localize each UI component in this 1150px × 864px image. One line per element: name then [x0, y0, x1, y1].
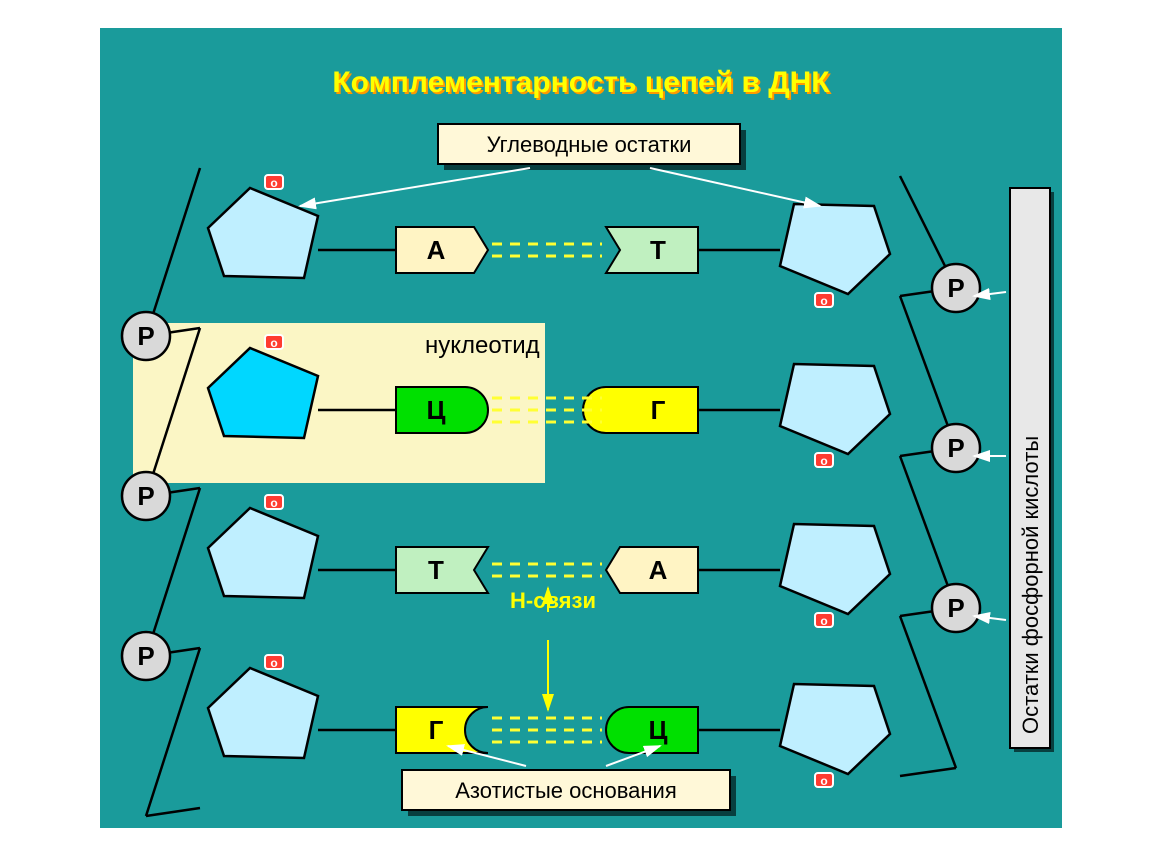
label-carbohydrate-text: Углеводные остатки — [487, 132, 692, 157]
oxygen-label: o — [270, 176, 277, 190]
phosphate-label: P — [137, 321, 154, 351]
diagram-stage: Комплементарность цепей в ДНККомплемента… — [100, 28, 1062, 828]
h-bond-label: Н-связи — [510, 588, 596, 613]
oxygen-label: o — [270, 656, 277, 670]
label-bases-text: Азотистые основания — [455, 778, 677, 803]
base-left-label: Т — [428, 555, 444, 585]
nucleotide-label: нуклеотид — [425, 332, 540, 359]
oxygen-label: o — [270, 336, 277, 350]
phosphate-label: P — [947, 433, 964, 463]
base-right-label: А — [649, 555, 668, 585]
title: Комплементарность цепей в ДНК — [332, 66, 830, 99]
phosphate-label: P — [137, 481, 154, 511]
base-right-label: Ц — [649, 715, 668, 745]
dna-diagram: Комплементарность цепей в ДНККомплемента… — [100, 28, 1062, 828]
oxygen-label: o — [820, 454, 827, 468]
oxygen-label: o — [820, 614, 827, 628]
base-right-label: Т — [650, 235, 666, 265]
oxygen-label: o — [820, 774, 827, 788]
base-right-label: Г — [651, 395, 666, 425]
label-phosphate-text: Остатки фосфорной кислоты — [1018, 436, 1043, 734]
base-left-label: А — [427, 235, 446, 265]
phosphate-label: P — [137, 641, 154, 671]
phosphate-label: P — [947, 593, 964, 623]
base-left-label: Г — [429, 715, 444, 745]
phosphate-label: P — [947, 273, 964, 303]
oxygen-label: o — [270, 496, 277, 510]
oxygen-label: o — [820, 294, 827, 308]
base-left-label: Ц — [427, 395, 446, 425]
